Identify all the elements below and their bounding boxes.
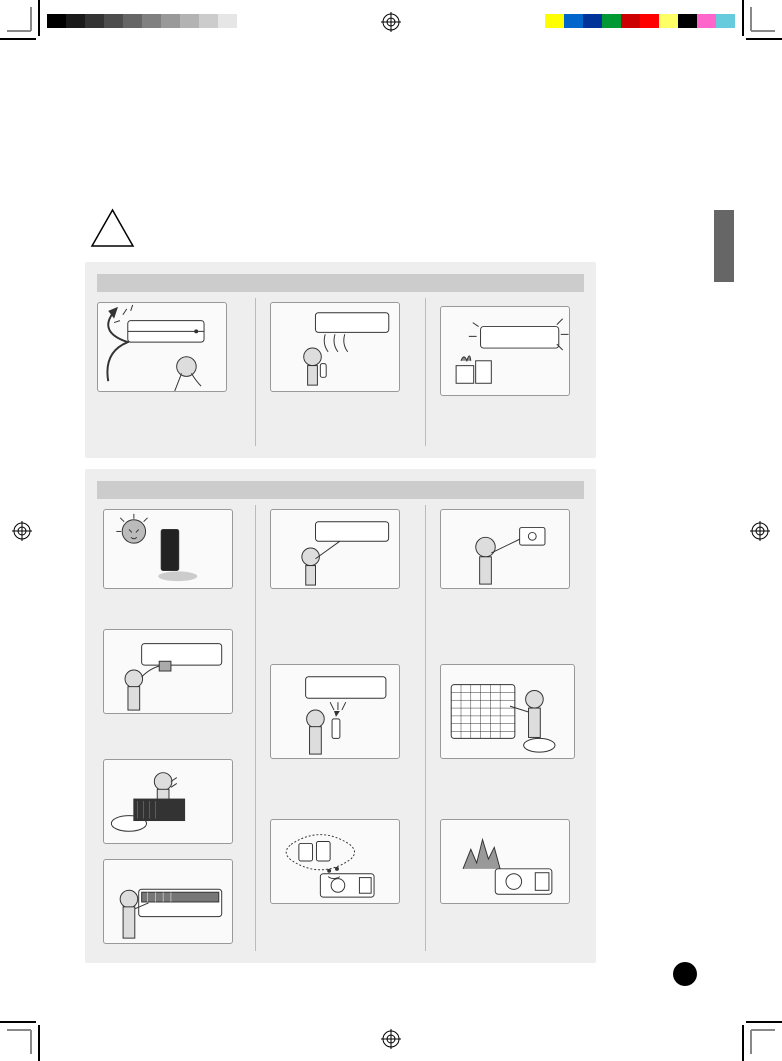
caution-section: [85, 469, 596, 963]
illustration-plants-outdoor: [440, 819, 570, 904]
crop-mark: [751, 30, 775, 32]
illustration-spray-unit: [270, 664, 400, 759]
grayscale-swatch-bar: [47, 14, 237, 28]
crop-mark: [30, 1030, 32, 1054]
registration-mark-icon: [381, 12, 401, 32]
gray-swatch: [123, 14, 142, 28]
gray-swatch: [104, 14, 123, 28]
color-swatch: [602, 14, 621, 28]
crop-mark: [742, 0, 744, 36]
crop-mark: [30, 7, 32, 31]
illustration-thermostat: [440, 509, 570, 589]
crop-mark: [742, 1025, 744, 1061]
registration-mark-icon: [750, 521, 770, 541]
gray-swatch: [66, 14, 85, 28]
crop-mark: [7, 30, 31, 32]
color-swatch: [697, 14, 716, 28]
illustration-clean-outdoor: [440, 664, 575, 759]
color-swatch-bar: [545, 14, 735, 28]
gray-swatch: [218, 14, 237, 28]
illustration-wipe-unit: [103, 629, 233, 714]
crop-mark: [38, 0, 40, 36]
crop-mark: [750, 1030, 752, 1054]
divider: [255, 505, 256, 951]
color-swatch: [545, 14, 564, 28]
crop-mark: [0, 38, 36, 40]
gray-swatch: [161, 14, 180, 28]
color-swatch: [659, 14, 678, 28]
section-tab: [714, 210, 734, 282]
section-header-bar: [97, 274, 584, 292]
color-swatch: [640, 14, 659, 28]
crop-mark: [751, 1029, 775, 1031]
illustration-remote-sunlight: [103, 509, 233, 589]
divider: [425, 298, 426, 446]
gray-swatch: [142, 14, 161, 28]
illustration-install-filter: [103, 859, 233, 944]
color-swatch: [621, 14, 640, 28]
gray-swatch: [47, 14, 66, 28]
section-header-bar: [97, 481, 584, 499]
crop-mark: [746, 1021, 782, 1023]
warning-triangle-icon: [90, 208, 135, 253]
registration-mark-icon: [381, 1029, 401, 1049]
crop-mark: [38, 1025, 40, 1061]
illustration-remote-odor: [270, 302, 400, 392]
divider: [255, 298, 256, 446]
illustration-fire-hazard: [440, 306, 570, 396]
page-number-badge: [673, 962, 697, 986]
gray-swatch: [85, 14, 104, 28]
registration-mark-icon: [12, 521, 32, 541]
crop-mark: [0, 1021, 36, 1023]
illustration-touch-unit: [270, 509, 400, 589]
warning-section: [85, 262, 596, 458]
color-swatch: [564, 14, 583, 28]
color-swatch: [678, 14, 697, 28]
illustration-toxic-outdoor: [270, 819, 400, 904]
crop-mark: [7, 1029, 31, 1031]
color-swatch: [583, 14, 602, 28]
gray-swatch: [199, 14, 218, 28]
crop-mark: [746, 38, 782, 40]
color-swatch: [716, 14, 735, 28]
crop-mark: [750, 7, 752, 31]
gray-swatch: [180, 14, 199, 28]
illustration-electrical-cord: [97, 302, 227, 392]
divider: [425, 505, 426, 951]
illustration-wash-filter: [103, 759, 233, 844]
